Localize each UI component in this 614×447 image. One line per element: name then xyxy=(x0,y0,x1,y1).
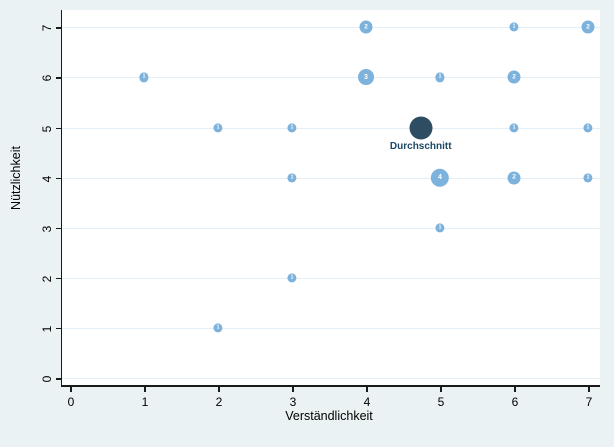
x-tick-label-7: 7 xyxy=(585,395,593,409)
bubble-count: 1 xyxy=(586,174,590,181)
x-tick-1 xyxy=(144,386,146,392)
mean-bubble xyxy=(409,116,433,139)
x-tick-3 xyxy=(292,386,294,392)
x-tick-label-6: 6 xyxy=(511,395,519,409)
x-tick-2 xyxy=(218,386,220,392)
x-axis-title: Verständlichkeit xyxy=(285,409,373,423)
bubble-count: 1 xyxy=(290,124,294,130)
data-bubble-x3-y5: 1 xyxy=(287,122,297,133)
bubble-count: 3 xyxy=(364,73,368,81)
bubble-count: 1 xyxy=(142,73,146,80)
y-tick-label-5: 5 xyxy=(40,125,54,132)
bubble-count: 1 xyxy=(586,124,590,130)
data-bubble-x2-y1: 1 xyxy=(213,323,223,333)
y-tick-1 xyxy=(55,327,61,330)
y-tick-label-4: 4 xyxy=(40,175,54,182)
data-bubble-x1-y6: 1 xyxy=(139,72,149,82)
bubble-count: 1 xyxy=(512,23,516,30)
y-tick-label-7: 7 xyxy=(40,24,54,32)
y-axis-title: Nützlichkeit xyxy=(9,145,23,210)
data-bubble-x2-y5: 1 xyxy=(213,122,223,133)
x-tick-label-3: 3 xyxy=(289,395,297,409)
x-tick-7 xyxy=(588,386,590,392)
x-tick-label-2: 2 xyxy=(215,395,223,409)
bubble-count: 1 xyxy=(512,124,516,130)
mean-label: Durchschnitt xyxy=(389,141,452,152)
x-tick-4 xyxy=(366,386,368,392)
bubble-count: 2 xyxy=(364,23,368,31)
data-bubble-x5-y3: 1 xyxy=(435,223,445,233)
data-bubble-x6-y6: 2 xyxy=(507,70,521,84)
bubble-count: 2 xyxy=(512,173,516,181)
x-axis-line xyxy=(60,385,600,387)
data-bubble-x6-y7: 1 xyxy=(509,22,519,32)
data-bubble-x5-y4: 4 xyxy=(430,168,450,187)
x-tick-label-4: 4 xyxy=(363,395,371,409)
data-bubble-x6-y4: 2 xyxy=(507,171,521,185)
bubble-count: 1 xyxy=(216,324,220,331)
y-tick-label-2: 2 xyxy=(40,275,54,283)
y-tick-7 xyxy=(55,27,61,29)
y-tick-2 xyxy=(55,277,61,280)
data-bubble-x3-y2: 1 xyxy=(287,273,297,283)
data-bubble-x4-y6: 3 xyxy=(358,69,374,86)
data-bubble-x7-y7: 2 xyxy=(581,20,595,34)
bubble-count: 2 xyxy=(586,23,590,31)
x-tick-5 xyxy=(440,386,442,392)
plot-area xyxy=(62,10,600,385)
y-tick-4 xyxy=(55,177,61,180)
data-bubble-x7-y5: 1 xyxy=(583,122,593,133)
x-tick-6 xyxy=(514,386,516,392)
bubble-count: 1 xyxy=(290,174,294,181)
bubble-count: 1 xyxy=(290,274,294,281)
y-tick-0 xyxy=(55,378,61,380)
y-tick-6 xyxy=(55,77,61,79)
bubble-count: 2 xyxy=(512,73,516,81)
bubble-count: 1 xyxy=(438,224,442,231)
bubble-count: 1 xyxy=(216,124,220,130)
bubble-count: 4 xyxy=(438,174,442,182)
y-tick-5 xyxy=(55,127,61,129)
y-tick-label-6: 6 xyxy=(40,75,54,82)
data-bubble-x3-y4: 1 xyxy=(287,173,297,183)
data-bubble-x7-y4: 1 xyxy=(583,173,593,183)
x-tick-0 xyxy=(70,386,72,392)
x-tick-label-5: 5 xyxy=(437,395,445,409)
y-tick-label-0: 0 xyxy=(40,375,54,383)
data-bubble-x5-y6: 1 xyxy=(435,72,445,82)
y-tick-label-3: 3 xyxy=(40,225,54,233)
x-tick-label-0: 0 xyxy=(67,395,75,409)
y-tick-3 xyxy=(55,227,61,230)
data-bubble-x6-y5: 1 xyxy=(509,122,519,133)
y-axis-line xyxy=(60,10,62,387)
y-tick-label-1: 1 xyxy=(40,325,54,333)
bubble-count: 1 xyxy=(438,73,442,80)
x-tick-label-1: 1 xyxy=(141,395,149,409)
data-bubble-x4-y7: 2 xyxy=(359,20,373,34)
